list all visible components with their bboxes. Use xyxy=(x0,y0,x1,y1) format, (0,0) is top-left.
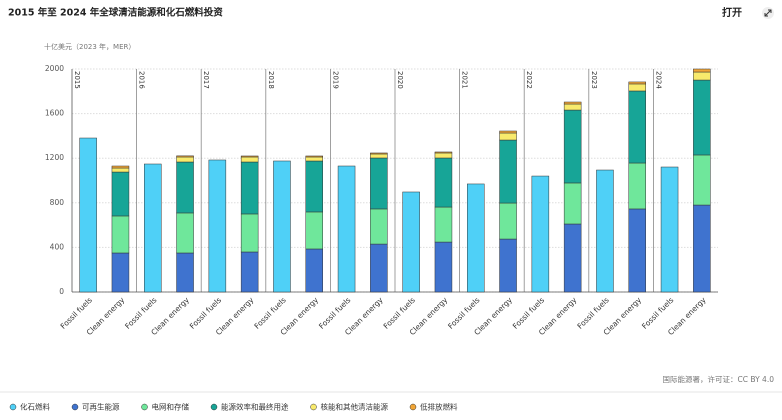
legend-label[interactable]: 化石燃料 xyxy=(20,402,50,412)
bar xyxy=(660,166,679,293)
bar xyxy=(305,156,323,162)
bar xyxy=(240,161,259,215)
bar xyxy=(693,204,711,293)
y-axis-label: 十亿美元（2023 年，MER） xyxy=(44,42,135,51)
open-icon[interactable] xyxy=(762,7,774,19)
bar xyxy=(563,182,582,225)
group-label: 2017 xyxy=(202,71,210,89)
bar xyxy=(434,152,453,159)
bar xyxy=(499,139,517,204)
bar xyxy=(434,157,453,208)
bar xyxy=(240,155,259,158)
y-tick-label: 400 xyxy=(50,242,65,251)
bar xyxy=(434,151,453,154)
bar xyxy=(176,156,194,163)
bar xyxy=(111,215,130,254)
bar xyxy=(434,241,453,293)
group-label: 2015 xyxy=(73,71,81,89)
group-label: 2021 xyxy=(461,71,469,89)
bar xyxy=(628,81,646,85)
bar xyxy=(240,213,259,253)
bar xyxy=(240,251,259,293)
bar xyxy=(305,160,323,213)
chart-title: 2015 年至 2024 年全球清洁能源和化石燃料投资 xyxy=(8,7,223,19)
y-tick-label: 0 xyxy=(59,287,64,296)
bar xyxy=(111,252,130,293)
bar xyxy=(467,183,485,293)
bar xyxy=(628,162,646,210)
bar xyxy=(337,165,356,293)
bar xyxy=(111,167,130,173)
group-label: 2023 xyxy=(590,71,598,89)
bar xyxy=(144,163,162,293)
bar xyxy=(693,68,711,73)
legend-label[interactable]: 核能和其他清洁能源 xyxy=(321,402,389,412)
bar xyxy=(305,211,323,250)
group-label: 2018 xyxy=(267,71,275,89)
group-label: 2016 xyxy=(138,71,146,89)
bar xyxy=(176,155,194,158)
bar xyxy=(628,83,646,92)
y-tick-label: 1600 xyxy=(45,109,64,118)
bar xyxy=(370,243,388,293)
bar xyxy=(305,155,323,158)
y-tick-label: 2000 xyxy=(45,64,64,73)
bar xyxy=(628,208,646,293)
open-button[interactable]: 打开 xyxy=(722,6,742,19)
bar xyxy=(305,248,323,293)
bar xyxy=(79,137,97,293)
bar xyxy=(499,238,517,293)
legend-marker[interactable] xyxy=(71,403,79,411)
legend-marker[interactable] xyxy=(310,403,317,411)
bar xyxy=(596,169,614,293)
bar xyxy=(563,101,582,105)
group-label: 2024 xyxy=(654,71,662,89)
legend-label[interactable]: 低排放燃料 xyxy=(420,402,458,412)
bar xyxy=(499,202,517,240)
bar xyxy=(499,130,517,134)
bar xyxy=(111,165,130,169)
bar xyxy=(176,212,194,254)
bar xyxy=(176,252,194,293)
bar xyxy=(499,132,517,141)
bar xyxy=(370,208,388,245)
legend-label[interactable]: 电网和存储 xyxy=(152,402,190,412)
source: 国际能源署，许可证：CC BY 4.0 xyxy=(663,374,775,384)
y-tick-label: 800 xyxy=(50,198,65,207)
legend-marker[interactable] xyxy=(210,403,218,411)
legend-marker[interactable] xyxy=(9,403,17,411)
bar xyxy=(693,71,711,81)
bar xyxy=(531,175,550,293)
bar xyxy=(240,156,259,163)
bar xyxy=(693,154,711,206)
group-label: 2019 xyxy=(331,71,339,89)
bar xyxy=(273,160,291,293)
bar xyxy=(563,103,582,111)
group-label: 2022 xyxy=(525,71,533,89)
legend-marker[interactable] xyxy=(409,403,417,411)
bar xyxy=(563,109,582,184)
bar xyxy=(176,161,194,214)
bar xyxy=(370,153,388,159)
bar xyxy=(693,79,711,156)
legend-marker[interactable] xyxy=(141,403,148,411)
bar xyxy=(370,152,388,155)
bar xyxy=(208,159,227,293)
bar xyxy=(370,157,388,210)
group-label: 2020 xyxy=(396,71,404,89)
bar xyxy=(628,90,646,164)
bar xyxy=(563,223,582,293)
bar xyxy=(434,206,453,243)
bar xyxy=(402,191,420,293)
legend-label[interactable]: 能源效率和最终用途 xyxy=(221,402,289,412)
legend-label[interactable]: 可再生能源 xyxy=(82,402,120,412)
y-tick-label: 1200 xyxy=(45,153,64,162)
bar xyxy=(111,171,130,217)
